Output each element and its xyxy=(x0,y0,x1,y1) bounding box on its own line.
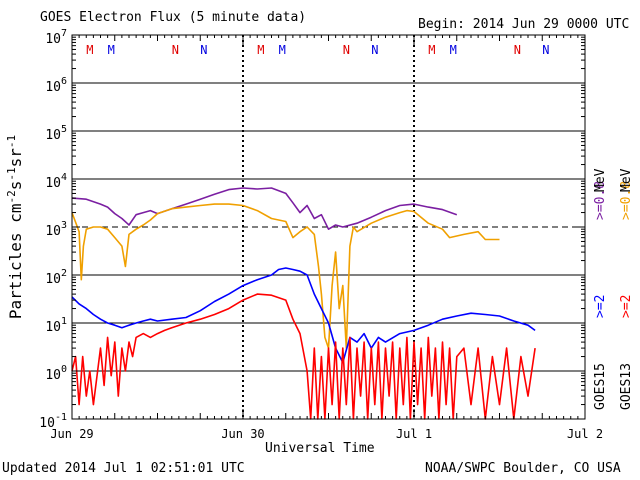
y-tick-label: 102 xyxy=(45,268,67,287)
mn-marker: N xyxy=(343,43,350,57)
mn-marker: M xyxy=(108,43,115,57)
legend-unit-1: MeV xyxy=(593,168,608,192)
y-tick-label: 100 xyxy=(45,364,67,383)
x-tick-label: Jul 1 xyxy=(396,427,432,441)
series-line-2 xyxy=(71,267,536,364)
plot-frame xyxy=(71,34,586,420)
series-line-0 xyxy=(71,187,458,230)
x-tick-label: Jun 30 xyxy=(221,427,264,441)
mn-marker: N xyxy=(371,43,378,57)
updated-label: Updated 2014 Jul 1 02:51:01 UTC xyxy=(2,461,245,476)
legend-sat-goes15: GOES15 xyxy=(593,363,608,410)
series-line-1 xyxy=(71,203,500,349)
y-tick-label: 101 xyxy=(45,316,67,335)
y-tick-label: 10-1 xyxy=(39,412,67,431)
x-tick-label: Jul 2 xyxy=(567,427,603,441)
legend-unit-2: MeV xyxy=(619,168,634,192)
mn-marker: M xyxy=(450,43,457,57)
series-layer xyxy=(71,187,536,420)
y-tick-label: 106 xyxy=(45,76,67,95)
legend-sat-goes13: GOES13 xyxy=(619,363,634,410)
x-tick-label: Jun 29 xyxy=(50,427,93,441)
y-tick-label: 107 xyxy=(45,28,67,47)
credit-label: NOAA/SWPC Boulder, CO USA xyxy=(425,461,621,476)
mn-marker: N xyxy=(542,43,549,57)
y-tick-label: 103 xyxy=(45,220,67,239)
legend-goes13-08mev: >=0.8 xyxy=(619,181,634,220)
mn-marker: M xyxy=(86,43,93,57)
mn-marker: N xyxy=(172,43,179,57)
mn-marker: N xyxy=(514,43,521,57)
mn-marker: M xyxy=(279,43,286,57)
y-axis-label: Particles cm-2s-1sr-1 xyxy=(5,135,25,319)
x-axis-label: Universal Time xyxy=(265,441,375,456)
legend-goes15-08mev: >=0.8 xyxy=(593,181,608,220)
y-tick-label: 104 xyxy=(45,172,67,191)
mn-marker: M xyxy=(257,43,264,57)
legend-goes13-2mev: >=2 xyxy=(619,295,634,318)
series-line-3 xyxy=(71,293,536,420)
y-tick-label: 105 xyxy=(45,124,67,143)
mn-marker: M xyxy=(428,43,435,57)
axes xyxy=(71,34,586,420)
mn-marker: N xyxy=(200,43,207,57)
legend-goes15-2mev: >=2 xyxy=(593,295,608,318)
begin-label: Begin: 2014 Jun 29 0000 UTC xyxy=(418,17,630,32)
chart-title: GOES Electron Flux (5 minute data) xyxy=(40,10,307,25)
